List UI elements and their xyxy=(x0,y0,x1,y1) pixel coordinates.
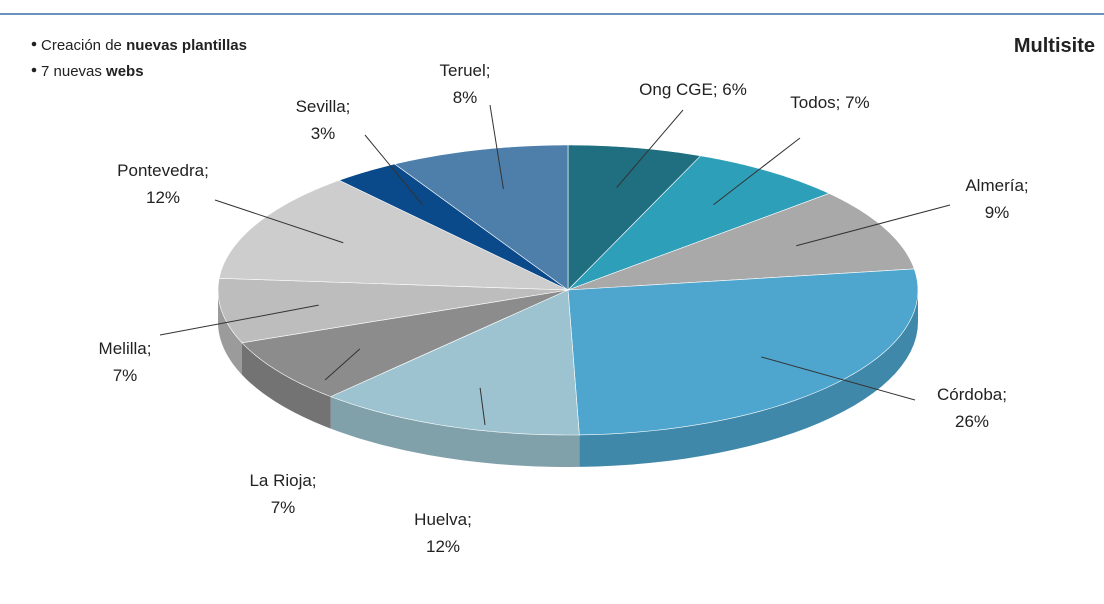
label-line: La Rioja; xyxy=(249,471,316,490)
data-label: Pontevedra; 12% xyxy=(117,161,209,207)
bullet-text: Creación de nuevas plantillas xyxy=(41,37,247,54)
bullet-text: 7 nuevas webs xyxy=(41,63,144,80)
label-line: Almería; xyxy=(965,176,1028,195)
label-line: Melilla; xyxy=(99,339,152,358)
data-label: Sevilla; 3% xyxy=(296,97,351,143)
leader-line xyxy=(214,199,344,244)
data-label: La Rioja; 7% xyxy=(249,471,316,517)
bullet-dot xyxy=(31,41,37,47)
leader-line xyxy=(489,104,504,190)
slice-side xyxy=(579,290,918,467)
bullet-segment: nuevas plantillas xyxy=(126,37,247,54)
slice xyxy=(338,163,569,291)
slice xyxy=(329,289,580,436)
pie xyxy=(217,144,919,467)
slice xyxy=(567,193,915,291)
label-line: 7% xyxy=(113,366,138,385)
data-label: Almería; 9% xyxy=(965,176,1028,222)
data-label: Teruel; 8% xyxy=(439,61,490,107)
label-line: 7% xyxy=(271,498,296,517)
leader-line xyxy=(713,137,801,206)
label-line: 12% xyxy=(426,537,460,556)
leader-line xyxy=(796,204,951,247)
slice xyxy=(567,155,830,291)
leader-line xyxy=(364,134,423,206)
slice xyxy=(217,277,569,344)
label-line: 3% xyxy=(311,124,336,143)
label-line: 12% xyxy=(146,188,180,207)
slice-side xyxy=(218,290,242,375)
slice xyxy=(567,144,702,291)
data-label: Todos; 7% xyxy=(790,93,869,112)
label-line: Teruel; xyxy=(439,61,490,80)
leader-line xyxy=(761,356,916,401)
slice xyxy=(393,144,569,291)
bullet-segment: Creación de xyxy=(41,37,126,54)
slice xyxy=(567,268,919,436)
data-label: Córdoba; 26% xyxy=(937,385,1007,431)
slice xyxy=(241,289,569,397)
data-label: Melilla; 7% xyxy=(99,339,152,385)
label-line: 9% xyxy=(985,203,1010,222)
label-line: Huelva; xyxy=(414,510,472,529)
pie-sides xyxy=(218,290,918,467)
leader-line xyxy=(159,304,319,336)
data-label: Huelva; 12% xyxy=(414,510,472,556)
label-line: Sevilla; xyxy=(296,97,351,116)
label-line: Córdoba; xyxy=(937,385,1007,404)
bullet-segment: 7 nuevas xyxy=(41,63,106,80)
data-label: Ong CGE; 6% xyxy=(639,80,747,99)
label-line: 26% xyxy=(955,412,989,431)
labels: Ong CGE; 6% Todos; 7% Almería; 9% Córdoba; 26… xyxy=(99,61,1029,556)
bullet-segment: webs xyxy=(105,63,144,80)
leader-line xyxy=(324,348,361,381)
bullet-list: Creación de nuevas plantillas 7 nuevas we… xyxy=(31,37,247,80)
slice xyxy=(218,179,569,291)
label-line: 8% xyxy=(453,88,478,107)
bullet-dot xyxy=(31,67,37,73)
slice-side xyxy=(330,396,580,467)
pie-tops xyxy=(217,144,919,436)
label-line: Pontevedra; xyxy=(117,161,209,180)
leader-line xyxy=(479,387,486,426)
chart-title: Multisite xyxy=(1014,35,1095,57)
slice-side xyxy=(241,342,331,429)
leader-line xyxy=(616,109,684,188)
